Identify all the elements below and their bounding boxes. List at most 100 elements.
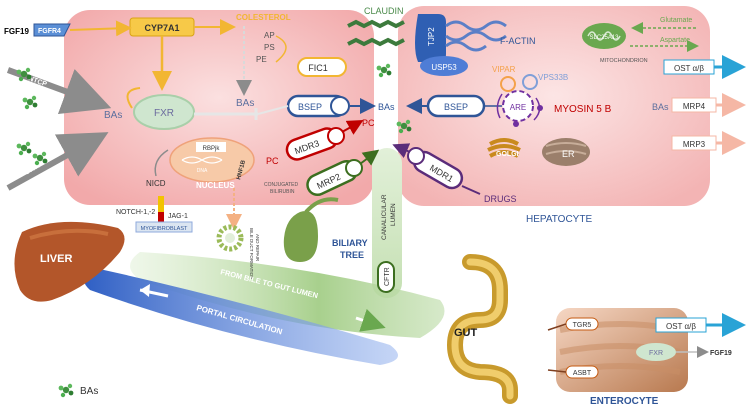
- conjugated-line2: BILIRUBIN: [270, 189, 295, 195]
- mitochondrion-label: MITOCHONDRION: [600, 58, 648, 64]
- usp53-label: USP53: [431, 63, 457, 72]
- cftr-box: [377, 261, 395, 293]
- nucleus-ellipse: [169, 137, 255, 183]
- biliary-label-1: BILIARY: [332, 238, 368, 248]
- mrp2-arrow: [359, 149, 380, 166]
- ap-label: AP: [264, 31, 275, 40]
- enterocyte-label: ENTEROCYTE: [590, 396, 659, 407]
- bas-center-label: BAs: [236, 98, 254, 109]
- gallbladder-shape: [283, 211, 318, 262]
- ba-icon: [16, 141, 32, 156]
- gut-inner: [451, 258, 514, 400]
- vipar-label: VIPAR: [492, 65, 516, 74]
- conjugated-line1: CONJUGATED: [264, 182, 298, 188]
- fgfr4-to-cyp-arrow: [69, 20, 132, 37]
- hepatocyte-right-cell: [398, 6, 710, 206]
- rbpjk-label: RBPjk: [203, 146, 221, 152]
- ost-enterocyte-label: OST α/β: [666, 322, 696, 331]
- vipar-icon: [500, 76, 516, 92]
- nicd-label: NICD: [146, 179, 166, 188]
- mdr3-pore: [327, 127, 345, 145]
- colesterol-label: COLESTEROL: [236, 13, 291, 22]
- biliary-label-2: TREE: [340, 250, 364, 260]
- claudin-label: CLAUDIN: [364, 6, 404, 16]
- ost-right-label: OST α/β: [674, 64, 704, 73]
- bsep-right-label: BSEP: [444, 102, 468, 112]
- bsep-link: [257, 105, 289, 115]
- golgi-shape: [487, 138, 521, 158]
- jag-ligand: [158, 212, 164, 226]
- er-folds: [545, 142, 587, 155]
- are-dot-1: [537, 105, 543, 111]
- tgr5-label: TGR5: [573, 322, 592, 329]
- fgf19-label: FGF19: [4, 27, 29, 36]
- vps33b-label: VPS33B: [538, 73, 568, 82]
- mdr1-arrow: [392, 143, 411, 159]
- oatp-arrow: [6, 132, 109, 191]
- bile-duct-line1: BILE DUCT FORMATION: [249, 228, 254, 279]
- mrp3-label: MRP3: [683, 140, 706, 149]
- ba-icon: [376, 63, 392, 78]
- mdr1-pore: [407, 147, 425, 165]
- bile-duct-ring: [216, 224, 244, 252]
- mrp4-label: MRP4: [683, 102, 706, 111]
- tjp2-shape: [415, 14, 446, 62]
- f-actin-label: F-ACTIN: [500, 36, 536, 46]
- myofibroblast-box: [135, 221, 193, 233]
- asbt-arrow: [547, 369, 567, 373]
- are-circle: [502, 90, 534, 122]
- bas-left-label: BAs: [104, 110, 122, 121]
- ps-label: PS: [264, 43, 275, 52]
- fgfr4-receptor: [33, 23, 71, 37]
- tjp2-label: TJP2: [427, 27, 436, 46]
- canalicular-label-2: LUMEN: [390, 203, 397, 226]
- er-label: ER: [562, 149, 575, 159]
- pc-left-label: PC: [266, 156, 279, 166]
- glutamate-label: Glutamate: [660, 17, 692, 24]
- myofibroblast-label: MYOFIBROBLAST: [141, 226, 188, 232]
- are-dot-2: [513, 121, 519, 127]
- notch-label: NOTCH-1,-2: [116, 209, 155, 216]
- fxr-enterocyte-label: FXR: [649, 350, 663, 357]
- portal-circulation-band: [84, 268, 398, 365]
- mitochondrion-cristae: [587, 31, 621, 41]
- portal-arrowhead: [140, 284, 150, 297]
- liver-highlight: [29, 228, 109, 240]
- fxr-loop: [126, 87, 141, 109]
- fxr-label: FXR: [154, 108, 174, 119]
- fgfr4-label: FGFR4: [38, 28, 61, 35]
- mdr3-arrow: [341, 120, 364, 135]
- myosin-label: MYOSIN 5 B: [554, 104, 612, 115]
- golgi-label: GOLGI: [496, 151, 519, 158]
- fgf19-enterocyte-label: FGF19: [710, 350, 732, 357]
- hepatocyte-label: HEPATOCYTE: [526, 214, 592, 225]
- bile-duct-ring-inner: [225, 233, 235, 243]
- bas-right-label: BAs: [652, 102, 669, 112]
- drugs-label: DRUGS: [484, 194, 517, 204]
- dna-helix-icon: [181, 156, 223, 164]
- dna-label: DNA: [197, 168, 208, 174]
- hnf1b-label: HNF1B: [236, 159, 247, 181]
- asbt-label: ASBT: [573, 370, 592, 377]
- canalicular-lumen-band: [372, 148, 402, 298]
- mrp2-pore: [345, 159, 363, 177]
- drugs-arrow: [461, 185, 481, 195]
- f-actin-strands: [445, 20, 507, 52]
- liver-label: LIVER: [40, 253, 72, 265]
- claudin-strand-1: [347, 19, 405, 29]
- fic1-label: FIC1: [308, 63, 328, 73]
- rbpjk-box: [196, 142, 226, 152]
- liver-shape: [14, 221, 125, 302]
- nucleus-label: NUCLEUS: [196, 181, 235, 190]
- jag-label: JAG-1: [168, 213, 188, 220]
- bile-duct-line2: AND REPAIR: [255, 234, 260, 262]
- claudin-strand-2: [347, 37, 405, 47]
- legend-bas-label: BAs: [80, 386, 98, 397]
- usp53-ellipse: [420, 56, 468, 76]
- phospholipid-curve: [275, 35, 287, 63]
- ba-icon: [22, 95, 38, 110]
- fic1-box: [297, 57, 347, 77]
- fxr-ellipse: [133, 94, 195, 130]
- legend-ba-icon: [58, 383, 74, 398]
